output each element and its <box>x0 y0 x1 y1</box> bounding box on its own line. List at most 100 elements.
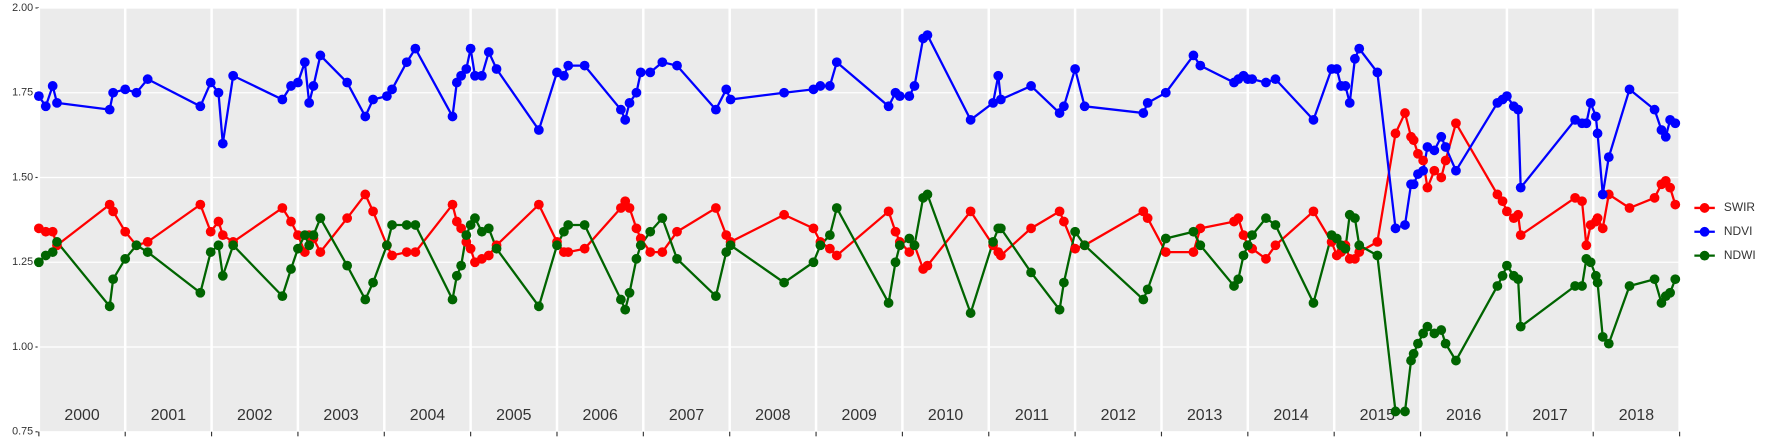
year-label: 2003 <box>323 407 359 424</box>
legend-key <box>1699 250 1710 261</box>
data-point <box>672 226 682 237</box>
data-point <box>1597 223 1608 234</box>
data-point <box>624 203 635 213</box>
data-point <box>308 230 319 241</box>
data-point <box>552 240 562 251</box>
data-point <box>465 243 476 254</box>
data-point <box>922 189 933 200</box>
data-point <box>142 74 153 85</box>
data-point <box>831 203 842 213</box>
data-point <box>808 223 819 234</box>
data-point <box>995 250 1006 261</box>
data-point <box>1670 118 1681 129</box>
data-point <box>995 223 1006 234</box>
data-point <box>456 260 467 271</box>
data-point <box>1344 98 1355 108</box>
year-label: 2012 <box>1101 407 1137 424</box>
data-point <box>47 226 58 237</box>
data-point <box>1400 108 1410 118</box>
data-point <box>1261 253 1271 264</box>
data-point <box>1242 240 1253 251</box>
data-point <box>1440 338 1451 349</box>
data-point <box>1570 281 1580 291</box>
year-label: 2004 <box>410 407 446 424</box>
data-point <box>1026 267 1036 278</box>
data-point <box>205 77 216 88</box>
data-point <box>387 250 397 261</box>
data-point <box>1372 67 1383 78</box>
data-point <box>1400 406 1410 417</box>
year-label: 2017 <box>1532 407 1568 424</box>
data-point <box>1261 213 1271 224</box>
data-point <box>1649 274 1660 285</box>
data-point <box>1308 206 1319 217</box>
data-point <box>1436 131 1447 142</box>
series-line <box>38 109 1677 271</box>
y-tick-label: 1.25 <box>12 256 33 268</box>
data-point <box>299 230 310 241</box>
data-point <box>1515 230 1526 241</box>
data-point <box>304 98 315 108</box>
data-point <box>277 291 288 302</box>
data-point <box>533 301 544 312</box>
data-point <box>342 213 353 224</box>
data-point <box>672 60 682 71</box>
data-point <box>1372 237 1383 247</box>
data-point <box>616 104 626 115</box>
data-point <box>315 213 326 224</box>
data-point <box>1340 243 1351 254</box>
year-label: 2011 <box>1015 407 1049 424</box>
data-point <box>1390 223 1401 234</box>
data-point <box>904 233 915 244</box>
data-point <box>624 98 635 108</box>
data-point <box>635 240 646 251</box>
y-tick-label: 0.75 <box>12 426 33 438</box>
data-point <box>1390 128 1401 139</box>
data-point <box>1340 81 1351 91</box>
legend-label: NDVI <box>1724 224 1752 238</box>
data-point <box>1026 81 1036 91</box>
data-point <box>1238 250 1249 261</box>
data-point <box>1195 60 1206 71</box>
data-point <box>1350 53 1360 64</box>
data-point <box>1597 331 1608 342</box>
data-point <box>104 104 115 115</box>
data-point <box>1026 223 1036 234</box>
data-point <box>213 240 224 251</box>
data-point <box>205 226 216 237</box>
data-point <box>1436 325 1447 335</box>
data-point <box>217 138 228 149</box>
data-point <box>286 216 296 227</box>
data-point <box>1592 128 1603 139</box>
data-point <box>1429 165 1440 176</box>
data-point <box>52 237 62 247</box>
data-point <box>1603 152 1614 163</box>
data-point <box>1138 294 1149 305</box>
data-point <box>401 220 412 230</box>
data-point <box>815 81 826 91</box>
data-point <box>890 226 901 237</box>
data-point <box>894 240 905 251</box>
data-point <box>1585 257 1596 268</box>
data-point <box>1492 189 1503 200</box>
data-point <box>1247 230 1258 241</box>
data-point <box>616 294 626 305</box>
data-point <box>456 70 467 81</box>
data-point <box>533 125 544 135</box>
data-point <box>33 257 44 268</box>
data-point <box>1079 240 1090 251</box>
data-point <box>909 240 920 251</box>
data-point <box>368 94 378 105</box>
data-point <box>277 203 288 213</box>
data-point <box>483 47 494 57</box>
data-point <box>465 43 476 54</box>
data-point <box>779 209 789 220</box>
data-point <box>470 213 480 224</box>
data-point <box>470 70 480 81</box>
data-point <box>410 43 421 54</box>
data-point <box>725 240 736 251</box>
data-point <box>1624 203 1635 213</box>
data-point <box>120 253 131 264</box>
data-point <box>1670 199 1681 210</box>
